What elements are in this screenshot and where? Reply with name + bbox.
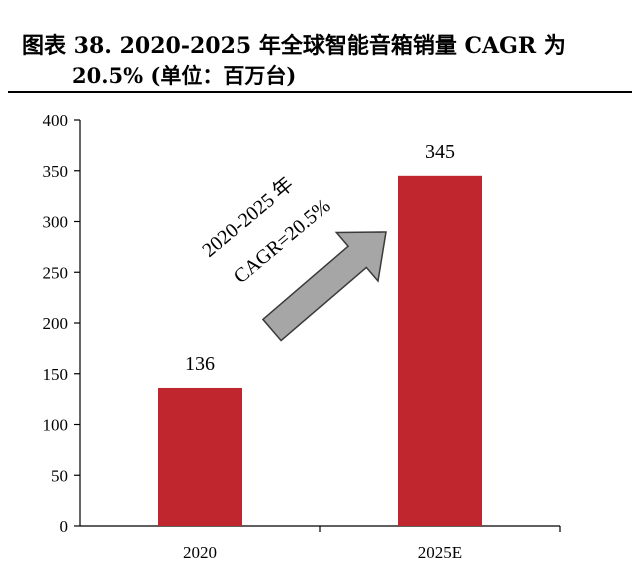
y-tick-label: 300 [43,213,69,232]
y-tick-label: 350 [43,162,69,181]
growth-arrow-icon [261,231,387,342]
cagr-annotation: 2020-2025 年 CAGR=20.5% [198,172,387,342]
y-tick-label: 100 [43,416,69,435]
chart-title: 图表 38. 2020-2025 年全球智能音箱销量 CAGR 为 [22,33,566,59]
title-divider [8,91,632,93]
x-tick-label: 2025E [418,543,462,562]
chart-subtitle: 20.5% (单位：百万台) [72,63,297,88]
y-tick-label: 400 [43,111,69,130]
y-tick-label: 250 [43,263,69,282]
chart-header: 图表 38. 2020-2025 年全球智能音箱销量 CAGR 为 20.5% … [0,0,640,96]
data-label: 345 [425,141,455,163]
y-tick-label: 0 [60,517,69,536]
data-label: 136 [185,353,215,375]
bars [158,175,482,526]
axes: 0 50 100 150 200 250 300 350 400 [43,111,561,536]
x-tick-label: 2020 [183,543,217,562]
labels: 136 2020 345 2025E [183,141,462,562]
y-tick-label: 200 [43,314,69,333]
y-tick-label: 50 [51,466,68,485]
bar-2020 [158,387,242,526]
y-tick-label: 150 [43,365,69,384]
bar-2025E [398,175,482,526]
